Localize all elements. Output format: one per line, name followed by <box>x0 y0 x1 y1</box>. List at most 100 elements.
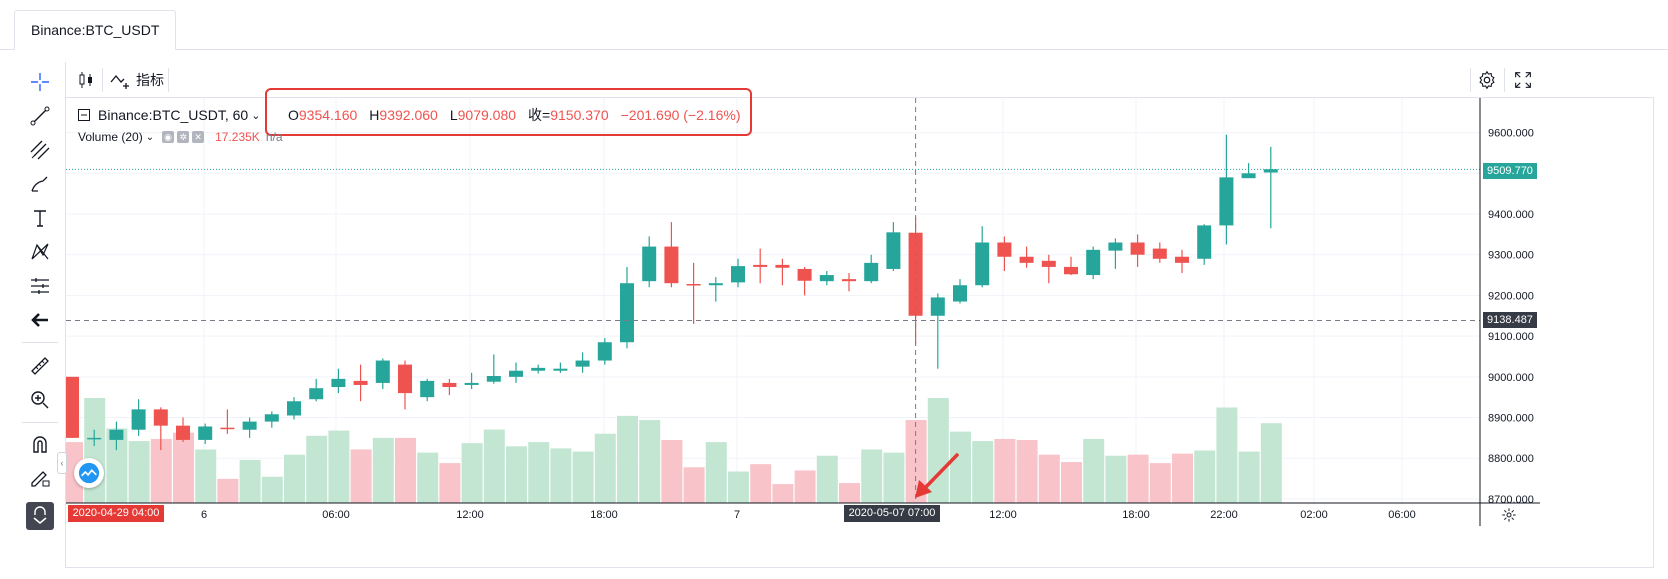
close-icon[interactable]: ✕ <box>192 131 205 143</box>
candle[interactable] <box>1019 246 1034 268</box>
candle[interactable] <box>287 397 301 420</box>
settings-icon[interactable]: ✲ <box>177 131 190 143</box>
candle[interactable] <box>531 364 546 374</box>
chevron-down-icon[interactable]: ⌄ <box>251 109 261 122</box>
low-value: 9079.080 <box>457 107 517 123</box>
candle[interactable] <box>1064 256 1078 276</box>
volume-bar <box>1194 450 1216 503</box>
trend-line-icon[interactable] <box>26 102 54 130</box>
volume-bar <box>550 448 572 503</box>
prediction-icon[interactable] <box>26 272 54 300</box>
chart-type-candles-icon[interactable] <box>76 66 96 94</box>
y-tick-label: 9100.000 <box>1488 331 1534 343</box>
candle[interactable] <box>331 368 346 394</box>
candle[interactable] <box>553 362 568 373</box>
x-tick-label: 06:00 <box>1388 509 1416 521</box>
candle[interactable] <box>1130 234 1145 267</box>
candle[interactable] <box>486 354 501 384</box>
candle[interactable] <box>1219 134 1234 245</box>
candle[interactable] <box>442 378 457 396</box>
candle[interactable] <box>420 378 435 402</box>
candle[interactable] <box>819 270 834 286</box>
candle[interactable] <box>953 279 967 304</box>
top-toolbar: 指标 <box>66 62 1654 98</box>
candle[interactable] <box>597 338 612 365</box>
eye-icon[interactable]: ◉ <box>162 131 175 143</box>
settings-gear-icon[interactable] <box>1476 66 1498 94</box>
volume-bar <box>150 438 172 503</box>
chevron-down-icon[interactable]: ⌄ <box>145 131 155 143</box>
candle[interactable] <box>198 423 213 444</box>
volume-bar <box>350 449 372 503</box>
lock-drawing-icon[interactable] <box>26 464 54 492</box>
candle[interactable] <box>620 266 634 349</box>
candle[interactable] <box>886 222 901 271</box>
volume-bar <box>661 440 683 503</box>
candle[interactable] <box>1086 246 1101 280</box>
candle[interactable] <box>242 417 257 438</box>
candle[interactable] <box>975 226 990 288</box>
candle[interactable] <box>997 236 1012 271</box>
pattern-icon[interactable] <box>26 238 54 266</box>
candle[interactable] <box>153 407 168 451</box>
volume-bar <box>306 435 328 503</box>
crosshair-icon[interactable] <box>26 68 54 96</box>
volume-bar <box>816 455 838 503</box>
ruler-icon[interactable] <box>26 352 54 380</box>
lock-icon[interactable] <box>26 502 54 530</box>
indicators-button[interactable]: 指标 <box>110 66 164 94</box>
candle[interactable] <box>1108 238 1123 269</box>
candle[interactable] <box>1152 242 1167 263</box>
candle[interactable] <box>930 293 945 369</box>
candle[interactable] <box>509 362 523 383</box>
candle[interactable] <box>708 277 723 302</box>
magnet-icon[interactable] <box>26 430 54 458</box>
candle[interactable] <box>753 248 768 284</box>
candle[interactable] <box>797 266 812 296</box>
volume-bar <box>639 420 661 503</box>
candle[interactable] <box>464 372 479 390</box>
candle[interactable] <box>1197 224 1212 265</box>
candle[interactable] <box>575 352 590 373</box>
candle[interactable] <box>864 254 879 284</box>
candle[interactable] <box>1241 163 1256 179</box>
candle[interactable] <box>309 378 324 402</box>
tradingview-logo-icon[interactable] <box>74 458 104 488</box>
axis-settings-icon[interactable] <box>1498 505 1520 525</box>
candle[interactable] <box>1041 254 1056 284</box>
candle[interactable] <box>664 222 679 288</box>
collapse-legend-icon[interactable] <box>78 109 90 121</box>
candle[interactable] <box>176 417 190 442</box>
volume-bar <box>839 483 860 503</box>
candle[interactable] <box>220 409 235 434</box>
candle[interactable] <box>131 399 146 436</box>
back-arrow-icon[interactable] <box>26 306 54 334</box>
price-chart[interactable]: 9600.0009500.0009400.0009300.0009200.000… <box>66 98 1540 526</box>
candle[interactable] <box>731 258 745 288</box>
candle[interactable] <box>109 421 124 451</box>
candle[interactable] <box>1263 146 1278 229</box>
candle[interactable] <box>842 273 856 292</box>
ohlc-values: O 9354.160 H 9392.060 L 9079.080 收= 9150.370… <box>288 104 753 126</box>
candle[interactable] <box>642 236 657 288</box>
candle[interactable] <box>87 429 102 447</box>
fullscreen-icon[interactable] <box>1512 66 1534 94</box>
volume-label[interactable]: Volume (20) <box>78 130 143 144</box>
candle[interactable] <box>686 262 701 324</box>
symbol-title[interactable]: Binance:BTC_USDT, 60 <box>98 107 249 123</box>
candle[interactable] <box>1175 249 1189 274</box>
candle[interactable] <box>264 411 279 428</box>
candle[interactable] <box>66 376 79 438</box>
tab-binance-btc-usdt[interactable]: Binance:BTC_USDT <box>14 10 177 50</box>
collapse-toolbar-button[interactable]: ‹ <box>57 452 67 474</box>
text-icon[interactable] <box>26 204 54 232</box>
fib-tools-icon[interactable] <box>26 136 54 164</box>
candle[interactable] <box>353 364 368 402</box>
candle[interactable] <box>375 358 390 390</box>
brush-icon[interactable] <box>26 170 54 198</box>
candle[interactable] <box>775 258 790 286</box>
zoom-in-icon[interactable] <box>26 386 54 414</box>
crosshair-time-label: 2020-05-07 07:00 <box>844 505 940 522</box>
candle[interactable] <box>398 360 412 410</box>
high-label: H <box>369 107 380 123</box>
